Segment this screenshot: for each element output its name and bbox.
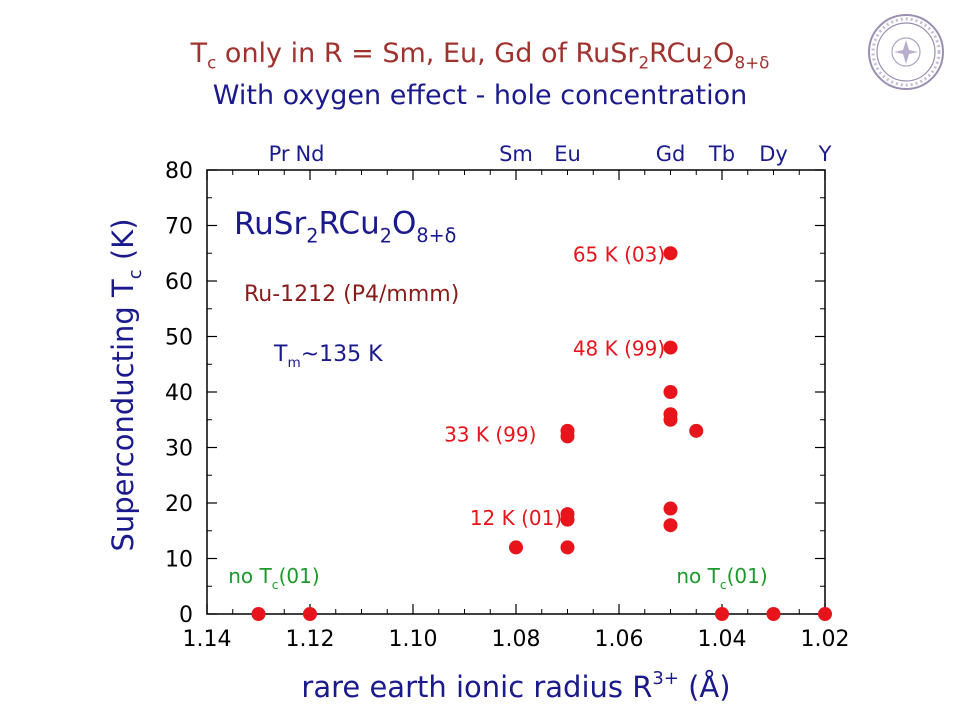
- annotation-label: 33 K (99): [444, 423, 536, 447]
- y-tick-label: 0: [179, 603, 193, 628]
- x-tick-label: 1.08: [492, 627, 541, 652]
- annotation-label: no Tc(01): [676, 564, 767, 592]
- data-point: [663, 385, 678, 399]
- x-tick-label: 1.14: [183, 627, 232, 652]
- data-point: [663, 246, 678, 261]
- element-label: Tb: [708, 142, 735, 166]
- data-point: [560, 540, 575, 555]
- title-part: only in R = Sm, Eu, Gd of RuSr: [216, 38, 639, 69]
- phase-label: Ru-1212 (P4/mmm): [244, 282, 459, 307]
- slide-title-line2: With oxygen effect - hole concentration: [212, 80, 748, 111]
- y-tick-label: 10: [165, 548, 193, 573]
- annotation-label: no Tc(01): [228, 564, 319, 592]
- x-axis-label: rare earth ionic radius R3+ (Å): [301, 668, 730, 704]
- x-tick-label: 1.12: [286, 627, 335, 652]
- y-axis-label: Superconducting Tc (K): [106, 218, 146, 551]
- x-tick-label: 1.10: [389, 627, 438, 652]
- data-point: [509, 540, 523, 555]
- element-label: Y: [818, 142, 832, 166]
- element-label: Pr: [269, 142, 290, 166]
- data-point: [303, 607, 317, 621]
- y-tick-label: 30: [165, 437, 193, 462]
- element-label: Gd: [656, 142, 686, 166]
- x-tick-label: 1.04: [698, 627, 747, 652]
- x-tick-label: 1.06: [595, 627, 644, 652]
- element-label: Eu: [554, 142, 581, 166]
- data-point: [663, 518, 678, 533]
- data-point: [560, 423, 575, 438]
- title-sub: 2: [702, 52, 714, 73]
- title-part: O: [713, 38, 735, 69]
- title-sub: c: [207, 52, 217, 73]
- data-point: [251, 607, 266, 621]
- element-label: Sm: [499, 142, 533, 166]
- element-label: Nd: [295, 142, 324, 166]
- y-tick-label: 40: [165, 381, 193, 406]
- annotation-label: 12 K (01): [470, 506, 562, 530]
- data-point: [818, 607, 832, 621]
- tm-label: Tm~135 K: [273, 342, 383, 371]
- university-seal-icon: [868, 14, 944, 90]
- data-point: [663, 340, 678, 355]
- x-tick-label: 1.02: [801, 627, 850, 652]
- data-point: [689, 423, 704, 438]
- y-tick-label: 20: [165, 492, 193, 517]
- y-tick-label: 50: [165, 326, 193, 351]
- data-point: [715, 607, 729, 621]
- y-tick-label: 60: [165, 270, 193, 295]
- data-point: [560, 507, 575, 522]
- title-part: T: [190, 38, 208, 69]
- data-point: [766, 607, 781, 621]
- data-point: [663, 407, 678, 422]
- data-point: [663, 501, 678, 516]
- annotation-label: 48 K (99): [573, 337, 665, 361]
- y-tick-label: 70: [165, 215, 193, 240]
- title-sub: 8+δ: [734, 52, 770, 73]
- y-tick-label: 80: [165, 159, 193, 184]
- slide-title-line1: Tc only in R = Sm, Eu, Gd of RuSr2RCu2O8…: [0, 38, 960, 72]
- title-sub: 2: [638, 52, 650, 73]
- title-part: RCu: [649, 38, 703, 69]
- element-label: Dy: [759, 142, 788, 166]
- formula-label: RuSr2RCu2O8+δ: [234, 205, 456, 247]
- annotation-label: 65 K (03): [573, 242, 665, 266]
